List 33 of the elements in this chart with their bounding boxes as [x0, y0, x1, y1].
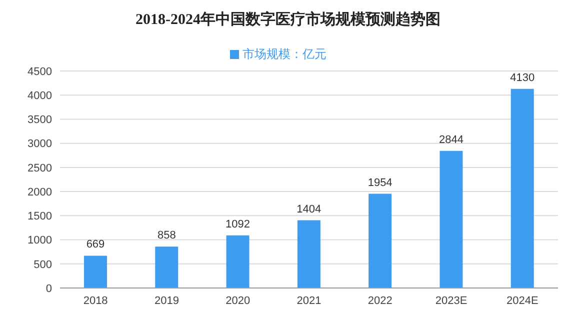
data-label: 858 [157, 230, 176, 242]
y-tick-label: 3500 [28, 114, 52, 126]
bar [368, 194, 392, 288]
data-label: 2844 [438, 134, 464, 146]
legend-label: 市场规模：亿元 [242, 47, 326, 61]
x-tick-label: 2020 [226, 294, 250, 307]
bar [297, 220, 320, 288]
y-tick-label: 2500 [28, 162, 52, 174]
bar [155, 246, 178, 288]
y-tick-label: 500 [34, 258, 52, 271]
y-tick-label: 1500 [28, 210, 52, 223]
bar [226, 235, 250, 288]
x-tick-label: 2021 [296, 294, 322, 307]
data-label: 1404 [296, 203, 322, 216]
bar [84, 256, 107, 288]
x-tick-label: 2024E [506, 294, 538, 307]
data-label: 4130 [510, 72, 535, 84]
x-tick-label: 2019 [154, 294, 179, 307]
y-tick-label: 0 [46, 282, 52, 295]
x-tick-label: 2023E [435, 294, 468, 307]
data-label: 669 [86, 238, 105, 251]
y-tick-label: 4500 [28, 66, 52, 78]
bar [510, 88, 534, 288]
x-tick-label: 2018 [83, 294, 108, 307]
x-tick-label: 2022 [368, 294, 392, 307]
bar [440, 150, 463, 288]
data-label: 1092 [226, 218, 250, 230]
y-tick-label: 3000 [28, 138, 52, 150]
y-tick-label: 2000 [28, 186, 52, 198]
chart-title: 2018-2024年中国数字医疗市场规模预测趋势图 [134, 10, 442, 29]
y-tick-label: 1000 [28, 234, 52, 247]
y-tick-label: 4000 [28, 90, 52, 102]
data-label: 1954 [368, 176, 392, 189]
